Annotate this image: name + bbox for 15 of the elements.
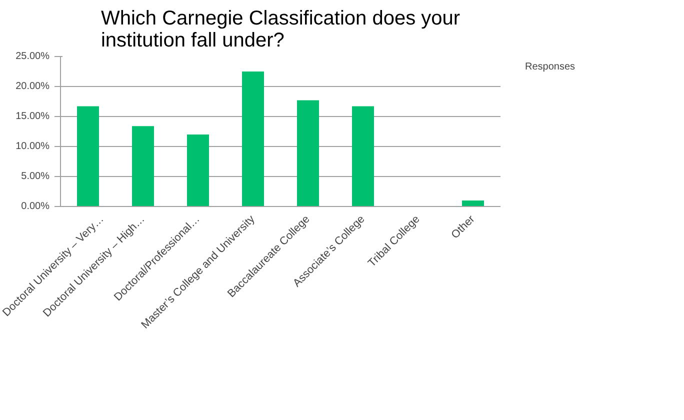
- bar: [77, 106, 99, 206]
- y-tick-label: 10.00%: [16, 141, 50, 152]
- y-tick-label: 20.00%: [16, 81, 50, 92]
- text: Responses: [525, 62, 576, 72]
- bar: [187, 134, 209, 206]
- y-tick-label: 25.00%: [16, 51, 50, 62]
- bar: [132, 126, 154, 206]
- chart-title: Which Carnegie Classification does your institution fall under?: [100, 8, 460, 52]
- bar: [242, 72, 264, 206]
- bar: [462, 200, 484, 206]
- bar: [352, 106, 374, 206]
- bar: [297, 100, 319, 206]
- y-tick-label: 0.00%: [21, 201, 50, 212]
- y-tick-label: 15.00%: [16, 111, 50, 122]
- y-tick-label: 5.00%: [21, 171, 50, 182]
